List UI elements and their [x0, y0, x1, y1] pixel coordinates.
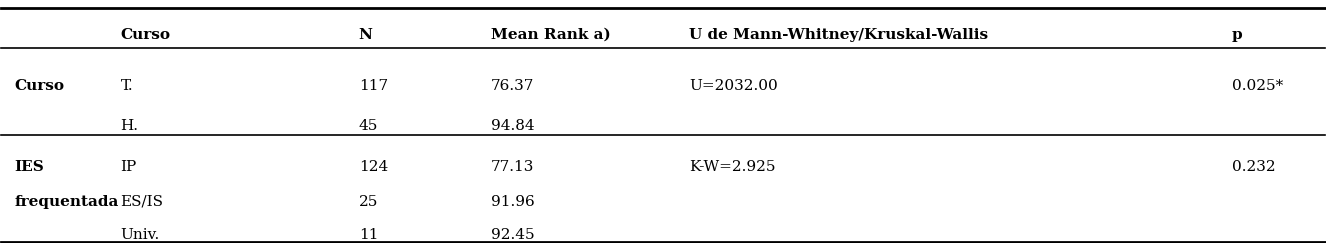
Text: U=2032.00: U=2032.00 [690, 79, 778, 93]
Text: 92.45: 92.45 [491, 228, 534, 242]
Text: T.: T. [121, 79, 133, 93]
Text: 0.025*: 0.025* [1232, 79, 1284, 93]
Text: U de Mann-Whitney/Kruskal-Wallis: U de Mann-Whitney/Kruskal-Wallis [690, 28, 989, 42]
Text: ES/IS: ES/IS [121, 195, 163, 209]
Text: 124: 124 [358, 160, 389, 174]
Text: 0.232: 0.232 [1232, 160, 1276, 174]
Text: IES: IES [15, 160, 44, 174]
Text: 77.13: 77.13 [491, 160, 534, 174]
Text: H.: H. [121, 119, 138, 133]
Text: Mean Rank a): Mean Rank a) [491, 28, 611, 42]
Text: 11: 11 [358, 228, 378, 242]
Text: IP: IP [121, 160, 137, 174]
Text: 76.37: 76.37 [491, 79, 534, 93]
Text: 45: 45 [358, 119, 378, 133]
Text: frequentada: frequentada [15, 195, 119, 209]
Text: 25: 25 [358, 195, 378, 209]
Text: p: p [1232, 28, 1242, 42]
Text: K-W=2.925: K-W=2.925 [690, 160, 776, 174]
Text: Univ.: Univ. [121, 228, 159, 242]
Text: Curso: Curso [121, 28, 171, 42]
Text: Curso: Curso [15, 79, 65, 93]
Text: 91.96: 91.96 [491, 195, 534, 209]
Text: 94.84: 94.84 [491, 119, 534, 133]
Text: N: N [358, 28, 373, 42]
Text: 117: 117 [358, 79, 387, 93]
